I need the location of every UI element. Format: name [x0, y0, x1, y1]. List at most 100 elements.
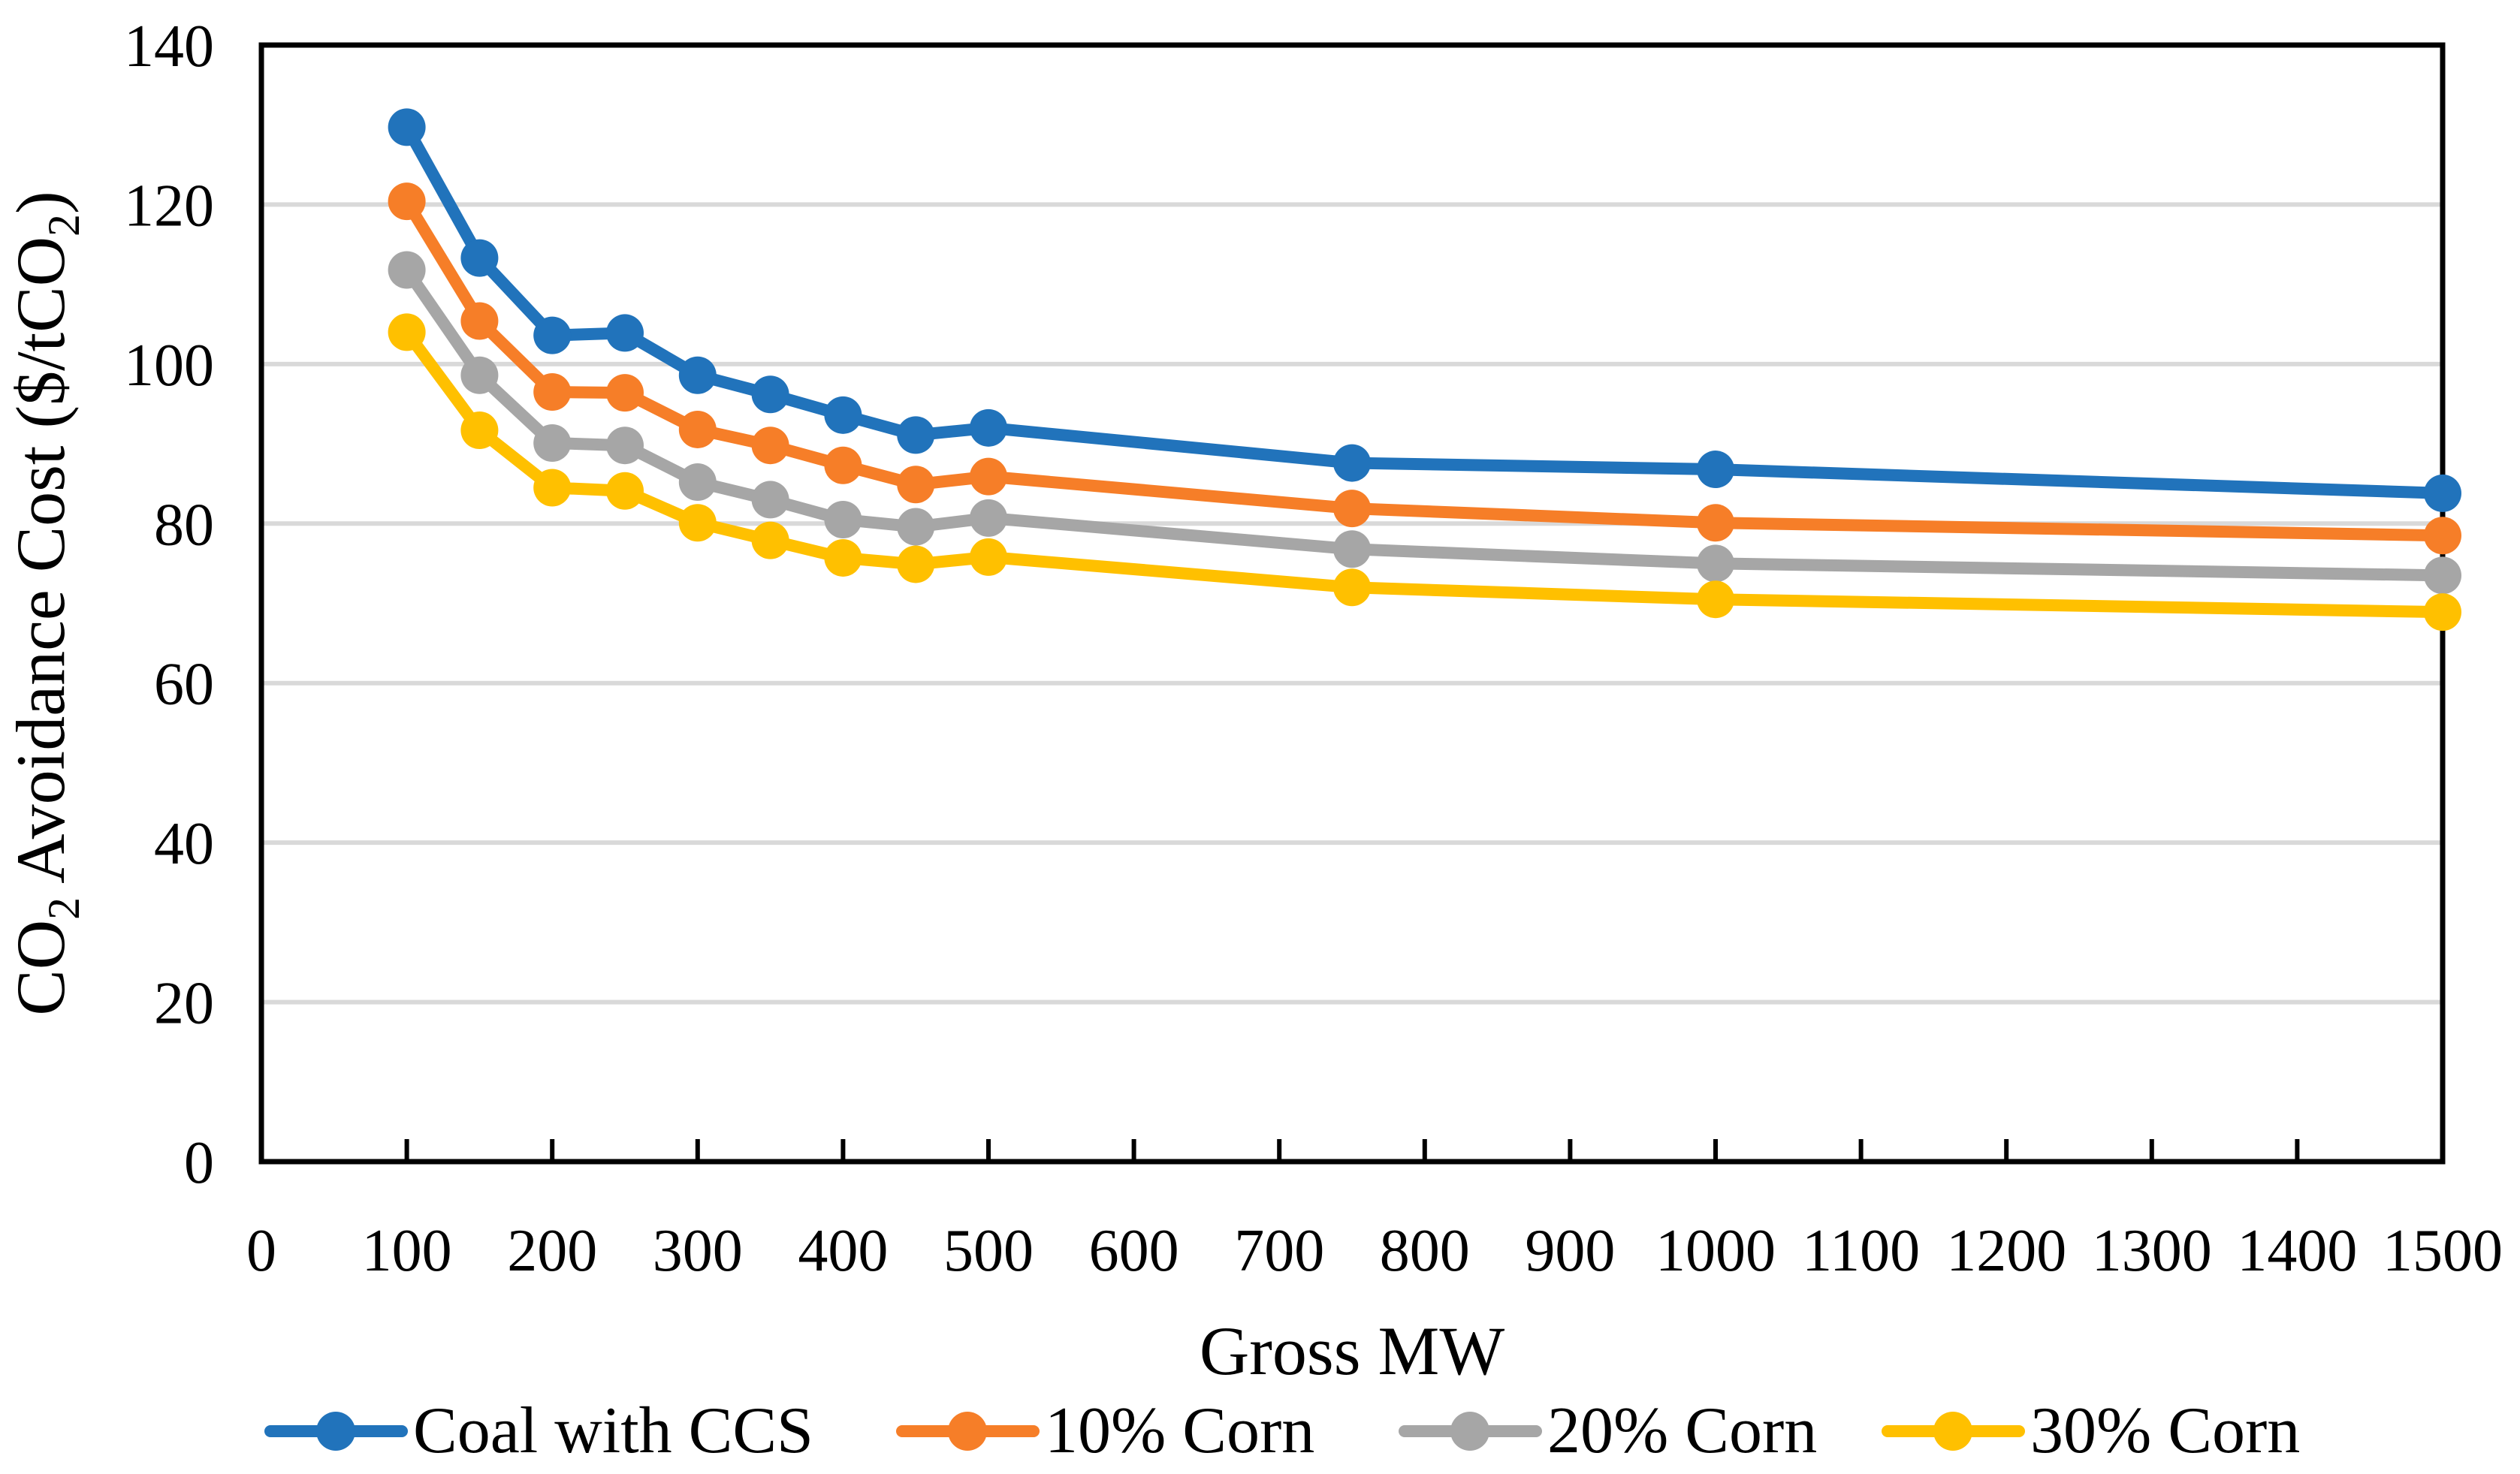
- data-point-30-corn-1000: [1697, 580, 1734, 619]
- x-axis-title: Gross MW: [1200, 1313, 1504, 1389]
- data-point-coal-with-ccs-750: [1333, 444, 1371, 482]
- y-tick-label: 0: [184, 1130, 214, 1196]
- data-point-coal-with-ccs-350: [751, 375, 789, 414]
- data-point-coal-with-ccs-300: [678, 356, 717, 394]
- y-tick-label: 140: [124, 14, 214, 80]
- legend-label-coal-with-ccs: Coal with CCS: [413, 1394, 813, 1467]
- data-point-10-corn-100: [388, 182, 426, 221]
- legend-item-10-corn: 10% Corn: [896, 1394, 1314, 1467]
- data-point-20-corn-1500: [2424, 556, 2461, 595]
- x-tick-label: 400: [798, 1218, 888, 1284]
- data-point-coal-with-ccs-400: [824, 396, 862, 434]
- data-point-30-corn-1500: [2424, 593, 2461, 631]
- x-tick-label: 600: [1089, 1218, 1179, 1284]
- series-30-corn: [388, 313, 2461, 631]
- x-tick-label: 1500: [2383, 1218, 2503, 1284]
- data-point-10-corn-350: [751, 427, 789, 465]
- legend-marker-20-corn: [1450, 1412, 1489, 1451]
- data-point-10-corn-1500: [2424, 517, 2461, 555]
- data-point-30-corn-450: [897, 545, 935, 583]
- data-point-10-corn-450: [897, 466, 935, 504]
- y-tick-label: 40: [154, 811, 214, 877]
- data-point-20-corn-350: [751, 481, 789, 519]
- data-point-20-corn-100: [388, 251, 426, 289]
- data-point-30-corn-150: [460, 411, 499, 450]
- x-tick-label: 200: [507, 1218, 597, 1284]
- data-point-20-corn-750: [1333, 530, 1371, 568]
- legend-item-20-corn: 20% Corn: [1399, 1394, 1817, 1467]
- data-point-30-corn-400: [824, 538, 862, 577]
- y-tick-label: 20: [154, 971, 214, 1037]
- data-point-coal-with-ccs-100: [388, 108, 426, 146]
- data-point-20-corn-450: [897, 508, 935, 546]
- data-point-30-corn-300: [678, 504, 717, 542]
- legend-marker-coal-with-ccs: [316, 1412, 355, 1451]
- x-tick-label: 0: [246, 1218, 276, 1284]
- x-tick-label: 100: [362, 1218, 452, 1284]
- data-point-10-corn-500: [970, 457, 1007, 496]
- data-point-20-corn-200: [533, 424, 572, 463]
- legend-label-20-corn: 20% Corn: [1547, 1394, 1817, 1467]
- series-20-corn: [388, 251, 2461, 595]
- data-point-30-corn-100: [388, 313, 426, 351]
- y-axis-title: CO2 Avoidance Cost ($/tCO2): [2, 191, 89, 1015]
- data-point-20-corn-400: [824, 500, 862, 538]
- legend-marker-30-corn: [1933, 1412, 1972, 1451]
- data-point-30-corn-750: [1333, 568, 1371, 607]
- data-point-coal-with-ccs-450: [897, 416, 935, 454]
- legend: Coal with CCS 10% Corn 20% Corn 30% Corn: [264, 1394, 2300, 1467]
- legend-label-10-corn: 10% Corn: [1045, 1394, 1314, 1467]
- gridlines: [261, 202, 2443, 1005]
- data-point-coal-with-ccs-150: [460, 239, 499, 277]
- x-tick-label: 1200: [1946, 1218, 2066, 1284]
- y-tick-labels: 0 20 40 60 80 100 120 140: [124, 14, 214, 1196]
- x-tick-label: 1400: [2237, 1218, 2357, 1284]
- data-point-10-corn-1000: [1697, 504, 1734, 542]
- data-point-coal-with-ccs-250: [606, 314, 644, 352]
- series-10-corn: [388, 182, 2461, 555]
- x-tick-label: 1300: [2092, 1218, 2212, 1284]
- x-tick-label: 800: [1380, 1218, 1470, 1284]
- data-point-coal-with-ccs-1000: [1697, 451, 1734, 489]
- y-tick-label: 80: [154, 492, 214, 558]
- data-point-20-corn-500: [970, 499, 1007, 537]
- data-point-30-corn-350: [751, 521, 789, 559]
- data-point-10-corn-300: [678, 410, 717, 448]
- data-point-10-corn-750: [1333, 490, 1371, 528]
- series-lines: [388, 108, 2461, 631]
- data-point-20-corn-150: [460, 356, 499, 394]
- data-point-20-corn-300: [678, 463, 717, 502]
- data-point-coal-with-ccs-1500: [2424, 474, 2461, 512]
- y-tick-label: 120: [124, 173, 214, 239]
- x-tick-label: 500: [943, 1218, 1034, 1284]
- y-axis-title-text: CO2 Avoidance Cost ($/tCO2): [2, 191, 89, 1015]
- data-point-30-corn-500: [970, 538, 1007, 576]
- legend-item-coal-with-ccs: Coal with CCS: [264, 1394, 813, 1467]
- legend-marker-10-corn: [948, 1412, 987, 1451]
- data-point-10-corn-150: [460, 302, 499, 340]
- x-tick-label: 700: [1234, 1218, 1324, 1284]
- data-point-10-corn-250: [606, 374, 644, 412]
- data-point-10-corn-400: [824, 446, 862, 484]
- series-coal-with-ccs: [388, 108, 2461, 512]
- legend-label-30-corn: 30% Corn: [2030, 1394, 2300, 1467]
- x-tick-label: 1000: [1655, 1218, 1776, 1284]
- data-point-30-corn-250: [606, 472, 644, 510]
- data-point-coal-with-ccs-200: [533, 316, 572, 354]
- data-point-30-corn-200: [533, 469, 572, 507]
- data-point-coal-with-ccs-500: [970, 408, 1007, 447]
- data-point-20-corn-250: [606, 427, 644, 465]
- x-axis-ticks: [404, 1139, 2300, 1162]
- x-tick-label: 300: [653, 1218, 743, 1284]
- y-tick-label: 60: [154, 652, 214, 718]
- data-point-20-corn-1000: [1697, 544, 1734, 583]
- y-tick-label: 100: [124, 333, 214, 399]
- legend-item-30-corn: 30% Corn: [1882, 1394, 2300, 1467]
- data-point-10-corn-200: [533, 373, 572, 411]
- x-axis-title-text: Gross MW: [1200, 1313, 1504, 1389]
- x-tick-labels: 0 100 200 300 400 500 600 700 800 900 1000 1100 1200…: [246, 1218, 2503, 1284]
- x-tick-label: 1100: [1802, 1218, 1920, 1284]
- x-tick-label: 900: [1525, 1218, 1615, 1284]
